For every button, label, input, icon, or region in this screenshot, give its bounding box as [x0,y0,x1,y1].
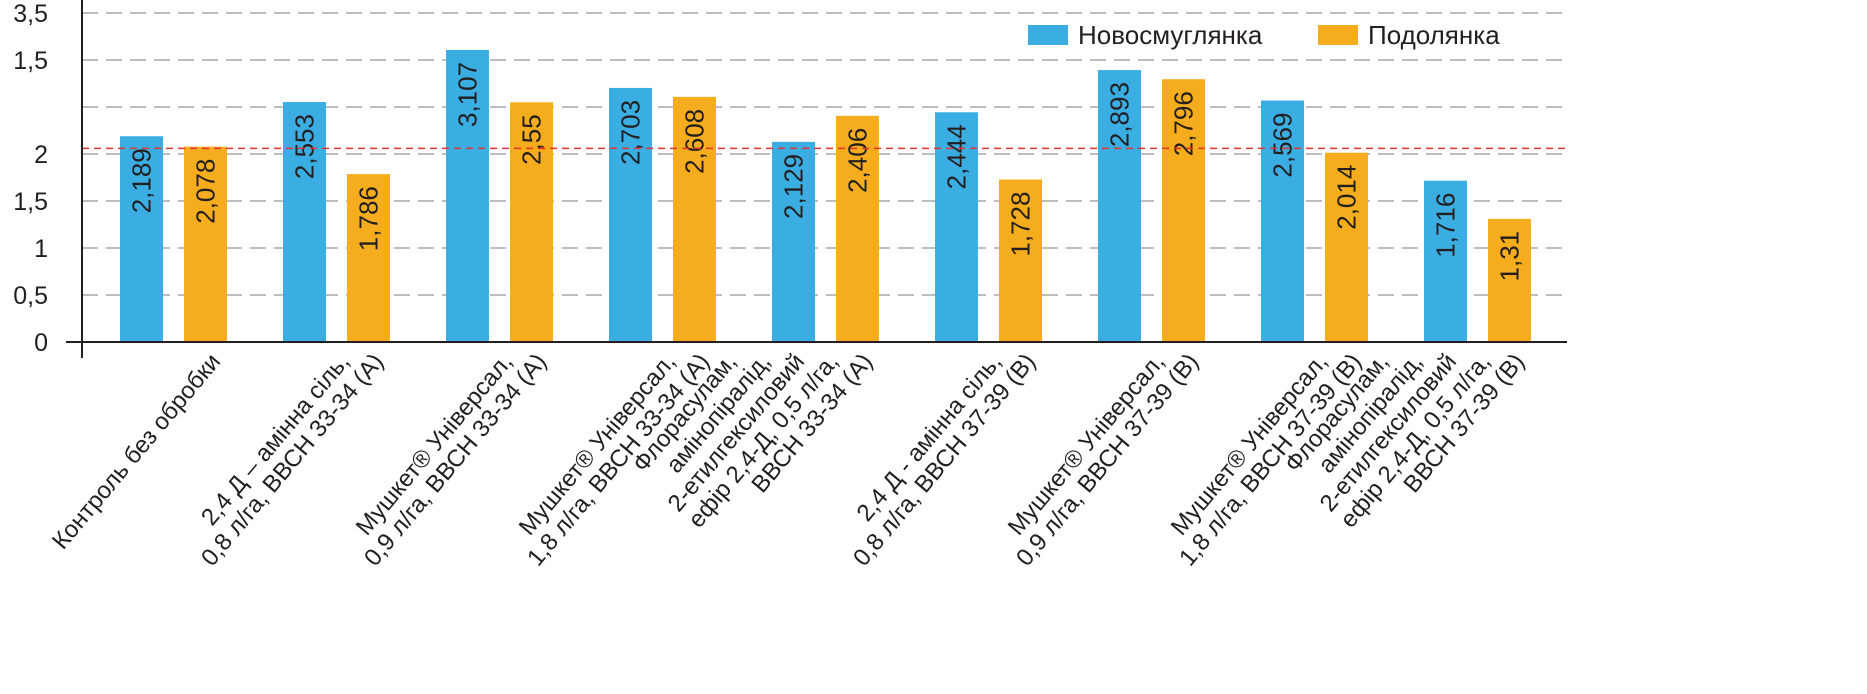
x-tick-label-part: 2,4 Д – амінна сіль, [196,349,355,531]
value-label: 1,716 [1431,193,1461,258]
value-label: 1,786 [354,186,384,251]
x-tick-label-group: 2,4 Д - амінна сіль, [852,349,1008,527]
value-label: 2,55 [517,114,547,165]
value-label: 1,31 [1495,231,1525,282]
bar [283,102,326,342]
bar [673,96,716,343]
value-label: 1,728 [1006,192,1036,257]
bar [836,115,879,342]
value-label: 2,893 [1105,82,1135,147]
bar [935,112,978,342]
bar [446,49,489,342]
y-tick-label: 1,5 [13,188,48,216]
legend-label: Подолянка [1368,20,1500,50]
bar [1488,218,1531,342]
x-tick-label-group: 2,4 Д – амінна сіль, [196,349,355,531]
value-label: 2,553 [290,114,320,179]
value-label: 2,129 [779,154,809,219]
y-tick-label: 1 [34,235,48,263]
x-tick-label-group: 0,8 л/га, ВВСН 33-34 (А) [196,349,389,572]
bar [347,174,390,342]
x-tick-label-part: 2,4 Д - амінна сіль, [852,349,1008,527]
bar [609,87,652,342]
legend-label: Новосмуглянка [1078,20,1263,50]
bar [184,146,227,342]
bar [1424,180,1467,342]
value-label: 2,703 [616,100,646,165]
bar [120,136,163,342]
value-label: 2,078 [191,159,221,224]
value-label: 2,796 [1169,91,1199,156]
legend-swatch [1028,25,1068,45]
value-label: 2,014 [1332,165,1362,230]
bar [999,179,1042,342]
bar [772,141,815,342]
x-tick-label-group: 0,9 л/га, ВВСН 37-39 (В) [1011,349,1204,572]
value-label: 2,189 [127,148,157,213]
value-label: 3,107 [453,62,483,127]
x-tick-label-group: Контроль без обробки [47,349,226,555]
bar [510,102,553,342]
x-tick-label-part: 0,8 л/га, ВВСН 37-39 (В) [848,349,1041,572]
y-tick-label: 0 [34,329,48,357]
bar [1162,79,1205,343]
x-tick-label-part: 0,8 л/га, ВВСН 33-34 (А) [196,349,389,572]
x-tick-label-part: 0,9 л/га, ВВСН 37-39 (В) [1011,349,1204,572]
value-label: 2,406 [843,128,873,193]
legend-swatch [1318,25,1358,45]
bar [1325,152,1368,342]
value-label: 2,608 [680,109,710,174]
x-tick-label-part: Контроль без обробки [47,349,226,555]
x-tick-label-part: 0,9 л/га, ВВСН 33-34 (А) [359,349,552,572]
y-tick-label: 1,5 [13,47,48,75]
y-tick-label: 2 [34,141,48,169]
x-tick-label-group: 0,9 л/га, ВВСН 33-34 (А) [359,349,552,572]
y-tick-label: 0,5 [13,282,48,310]
bar [1261,100,1304,342]
bar [1098,70,1141,343]
y-tick-label: 3,5 [13,0,48,28]
value-label: 2,569 [1268,113,1298,178]
value-label: 2,444 [942,124,972,189]
x-tick-label-group: 0,8 л/га, ВВСН 37-39 (В) [848,349,1041,572]
